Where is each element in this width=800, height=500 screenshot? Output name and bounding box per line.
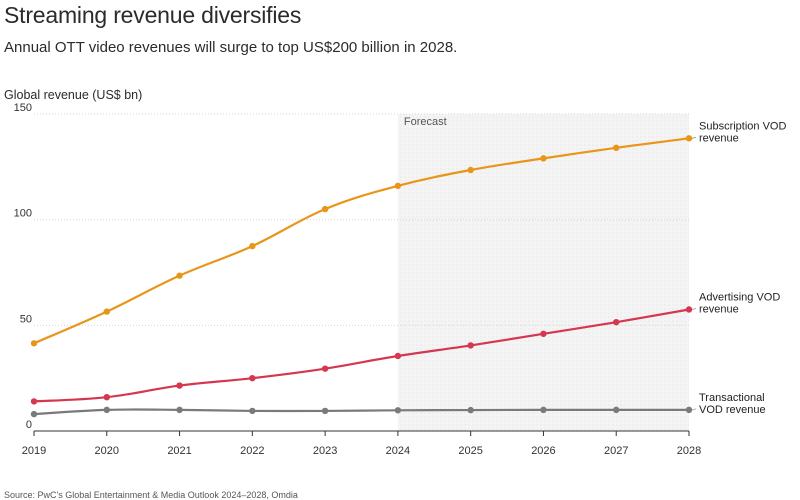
- series-line-advertising-vod-revenue: [32, 308, 691, 403]
- point-advertising-vod-revenue-2025: [467, 342, 474, 349]
- point-advertising-vod-revenue-2021: [176, 382, 183, 389]
- point-advertising-vod-revenue-2019: [30, 398, 38, 405]
- point-subscription-vod-revenue-2022: [249, 242, 256, 250]
- point-subscription-vod-revenue-2023: [321, 205, 329, 213]
- series-label-advertising-vod-revenue: Advertising VOD revenue: [699, 291, 780, 315]
- point-transactional-vod-revenue-2026: [540, 406, 547, 414]
- x-tick-label-2024: 2024: [386, 445, 410, 457]
- chart-subtitle: Annual OTT video revenues will surge to …: [4, 39, 458, 56]
- x-tick-label-2021: 2021: [167, 445, 191, 457]
- point-advertising-vod-revenue-2023: [321, 365, 329, 372]
- x-tick-label-2023: 2023: [313, 445, 337, 457]
- point-subscription-vod-revenue-2026: [540, 155, 547, 162]
- y-tick-label-150: 150: [14, 102, 32, 114]
- chart-title: Streaming revenue diversifies: [4, 2, 302, 28]
- forecast-label: Forecast: [404, 116, 447, 128]
- y-tick-label-0: 0: [26, 419, 32, 431]
- series-line-subscription-vod-revenue: [32, 137, 691, 345]
- point-advertising-vod-revenue-2024: [394, 352, 402, 360]
- point-subscription-vod-revenue-2021: [176, 272, 183, 279]
- x-tick-label-2028: 2028: [677, 445, 701, 457]
- y-tick-label-100: 100: [14, 208, 32, 220]
- x-tick-label-2025: 2025: [458, 445, 482, 457]
- point-transactional-vod-revenue-2025: [467, 406, 474, 414]
- point-advertising-vod-revenue-2020: [103, 393, 110, 401]
- point-advertising-vod-revenue-2026: [540, 330, 547, 337]
- point-subscription-vod-revenue-2028: [685, 135, 693, 142]
- point-transactional-vod-revenue-2022: [249, 407, 256, 415]
- label-connector-advertising-vod-revenue: [691, 308, 697, 310]
- point-transactional-vod-revenue-2027: [613, 406, 620, 414]
- point-subscription-vod-revenue-2025: [467, 166, 474, 174]
- point-transactional-vod-revenue-2019: [30, 410, 38, 418]
- point-subscription-vod-revenue-2027: [613, 144, 620, 152]
- y-axis-label: Global revenue (US$ bn): [4, 88, 143, 102]
- forecast-region: [397, 114, 689, 431]
- source-note: Source: PwC's Global Entertainment & Med…: [4, 490, 298, 500]
- x-tick-label-2019: 2019: [22, 445, 46, 457]
- x-tick-label-2020: 2020: [95, 445, 119, 457]
- point-subscription-vod-revenue-2020: [103, 308, 110, 315]
- point-transactional-vod-revenue-2021: [176, 406, 183, 414]
- x-tick-label-2026: 2026: [531, 445, 555, 457]
- series-label-transactional-vod-revenue: Transactional VOD revenue: [699, 392, 766, 416]
- point-transactional-vod-revenue-2020: [103, 406, 110, 414]
- point-advertising-vod-revenue-2028: [685, 306, 693, 313]
- label-connector-subscription-vod-revenue: [691, 136, 697, 139]
- label-connector-transactional-vod-revenue: [691, 408, 697, 411]
- point-advertising-vod-revenue-2022: [249, 374, 256, 382]
- x-tick-label-2027: 2027: [604, 445, 628, 457]
- series-line-transactional-vod-revenue: [32, 408, 691, 416]
- point-transactional-vod-revenue-2028: [685, 406, 693, 414]
- point-subscription-vod-revenue-2024: [394, 182, 402, 190]
- y-tick-label-50: 50: [20, 313, 32, 325]
- point-transactional-vod-revenue-2023: [321, 407, 329, 415]
- point-transactional-vod-revenue-2024: [394, 407, 402, 414]
- series-label-subscription-vod-revenue: Subscription VOD revenue: [699, 120, 786, 144]
- point-advertising-vod-revenue-2027: [613, 318, 620, 326]
- x-tick-label-2022: 2022: [240, 445, 264, 457]
- point-subscription-vod-revenue-2019: [30, 340, 38, 347]
